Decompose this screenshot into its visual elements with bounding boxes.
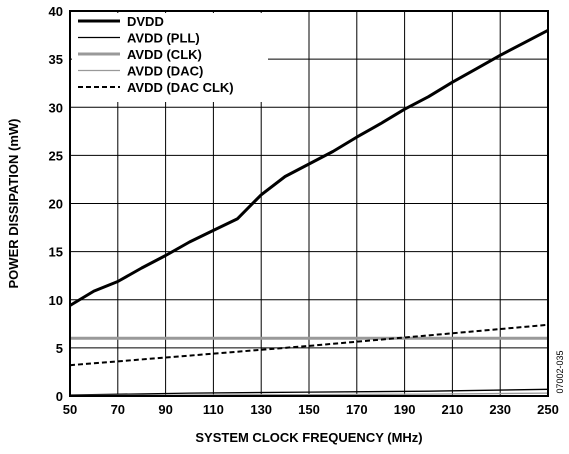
x-tick-label: 130 bbox=[250, 402, 272, 417]
plot-frame bbox=[69, 10, 549, 397]
x-tick-label: 190 bbox=[394, 402, 416, 417]
x-tick-label: 210 bbox=[442, 402, 464, 417]
figure-id-label: 07002-035 bbox=[555, 350, 565, 393]
y-axis-title: POWER DISSIPATION (mW) bbox=[6, 119, 21, 289]
x-tick-label: 50 bbox=[63, 402, 77, 417]
y-tick-label: 5 bbox=[56, 341, 63, 356]
x-axis-title: SYSTEM CLOCK FREQUENCY (MHz) bbox=[195, 430, 422, 445]
x-tick-label: 250 bbox=[537, 402, 559, 417]
legend-label-4: AVDD (DAC CLK) bbox=[127, 80, 234, 95]
y-tick-label: 40 bbox=[49, 4, 63, 19]
legend-label-1: AVDD (PLL) bbox=[127, 31, 200, 46]
x-tick-label: 70 bbox=[111, 402, 125, 417]
x-tick-label: 110 bbox=[203, 402, 224, 417]
y-tick-label: 15 bbox=[49, 245, 63, 260]
y-tick-label: 35 bbox=[49, 52, 63, 67]
y-tick-label: 30 bbox=[49, 100, 63, 115]
tick-labels: 50 70 90 110 130 150 170 190 210 230 250 0 5 10 15 20 25… bbox=[49, 4, 559, 417]
x-tick-label: 90 bbox=[158, 402, 172, 417]
series-line-1 bbox=[69, 388, 549, 396]
legend-label-3: AVDD (DAC) bbox=[127, 64, 203, 79]
x-tick-label: 150 bbox=[298, 402, 320, 417]
series-line-0 bbox=[69, 28, 549, 307]
legend-label-2: AVDD (CLK) bbox=[127, 47, 202, 62]
y-tick-label: 25 bbox=[49, 148, 63, 163]
y-tick-label: 0 bbox=[56, 389, 63, 404]
y-tick-label: 20 bbox=[49, 197, 63, 212]
legend: DVDD AVDD (PLL)AVDD (CLK) AVDD (DAC)AVDD (… bbox=[72, 13, 268, 102]
x-tick-label: 170 bbox=[346, 402, 368, 417]
y-tick-label: 10 bbox=[49, 293, 63, 308]
x-tick-label: 230 bbox=[489, 402, 511, 417]
legend-label-0: DVDD bbox=[127, 14, 164, 29]
